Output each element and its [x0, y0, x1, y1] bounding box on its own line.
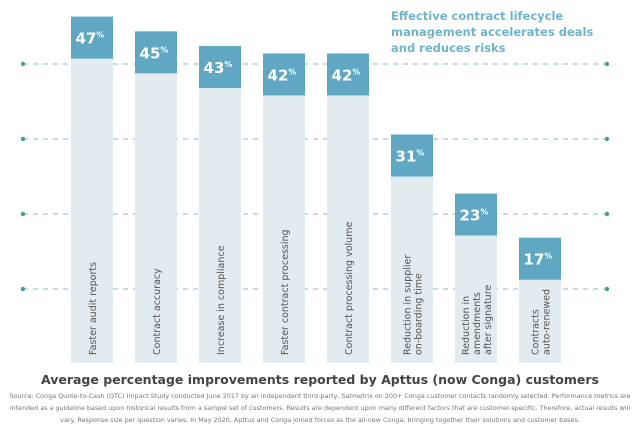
category-label: Faster contract processing [280, 229, 291, 355]
gridline-dot [604, 61, 610, 67]
category-label: Contract processing volume [344, 222, 355, 355]
chart-title: Average percentage improvements reported… [40, 372, 600, 387]
category-label: Contracts [531, 309, 542, 355]
bar-value-block [455, 193, 497, 236]
gridline-dot [20, 211, 26, 217]
category-label: Faster audit reports [88, 262, 99, 355]
bar-value-block [263, 53, 305, 96]
category-label: Reduction in [461, 296, 472, 355]
category-label: on-boarding time [414, 273, 425, 355]
bar [327, 53, 369, 364]
bar-chart: 47% Faster audit reports 45% Contract accur… [20, 16, 610, 364]
bar-value-block [391, 134, 433, 177]
bar-value-block [71, 16, 113, 59]
data-label: 42% [332, 66, 361, 84]
data-label: 42% [268, 66, 297, 84]
bar [71, 16, 113, 364]
category-label: Reduction in supplier [403, 255, 414, 355]
data-label: 47% [76, 30, 105, 48]
bar-value-block [135, 31, 177, 74]
gridline-dot [20, 61, 26, 67]
category-label: Increase in compliance [216, 245, 227, 355]
headline: Effective contract lifecycle management … [391, 9, 594, 55]
bar [263, 53, 305, 364]
category-label: auto-renewed [542, 289, 553, 355]
gridline-dot [604, 286, 610, 292]
category-label: Contract accuracy [152, 268, 163, 355]
bar-value-block [199, 46, 241, 89]
category-label: amendments [472, 292, 483, 355]
gridline-dot [604, 136, 610, 142]
data-label: 23% [460, 206, 489, 224]
data-label: 17% [524, 251, 553, 269]
bar-value-block [327, 53, 369, 96]
source-note: Source: Conga Quote-to-Cash (QTC) Impact… [9, 392, 631, 424]
data-label: 43% [204, 59, 233, 77]
gridline-dot [20, 136, 26, 142]
bar [135, 31, 177, 363]
data-label: 31% [396, 148, 425, 166]
bar [199, 46, 241, 364]
data-label: 45% [140, 44, 169, 62]
gridline-dot [20, 286, 26, 292]
bar-value-block [519, 237, 561, 280]
gridline-dot [604, 211, 610, 217]
category-label: after signature [483, 285, 494, 355]
